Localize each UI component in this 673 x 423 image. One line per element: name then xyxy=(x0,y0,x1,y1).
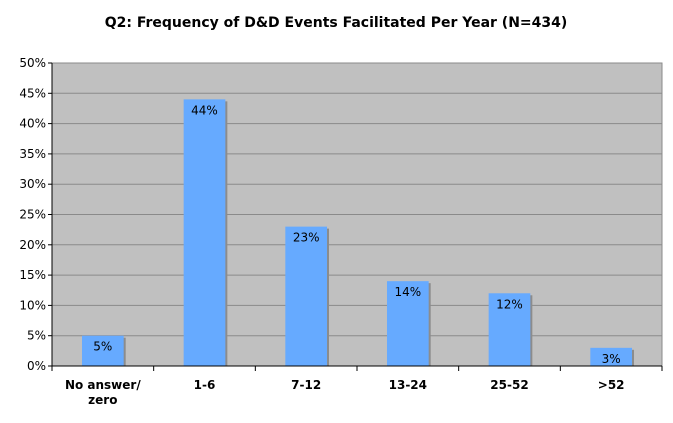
y-tick-label: 50% xyxy=(19,56,46,70)
y-tick-label: 40% xyxy=(19,117,46,131)
bars xyxy=(81,99,635,367)
data-label: 5% xyxy=(93,340,112,354)
y-tick-label: 5% xyxy=(27,329,46,343)
bar xyxy=(183,99,226,367)
y-axis-ticks: 0% 5% 10% 15% 20% 25% 30% 35% 40% 45% 50% xyxy=(19,56,52,373)
data-label: 23% xyxy=(293,231,320,245)
data-label: 14% xyxy=(394,285,421,299)
data-label: 3% xyxy=(602,352,621,366)
x-tick-label: 25-52 xyxy=(490,378,528,392)
y-tick-label: 45% xyxy=(19,86,46,100)
gridlines xyxy=(52,62,662,337)
x-tick-label: 1-6 xyxy=(194,378,216,392)
y-tick-label: 15% xyxy=(19,268,46,282)
y-tick-label: 35% xyxy=(19,147,46,161)
chart-title: Q2: Frequency of D&D Events Facilitated … xyxy=(105,15,568,31)
x-tick-label: >52 xyxy=(598,378,625,392)
x-tick-label: No answer/zero xyxy=(65,378,141,407)
bar xyxy=(590,347,633,366)
x-tick-label: 13-24 xyxy=(389,378,427,392)
y-tick-label: 20% xyxy=(19,238,46,252)
y-tick-label: 10% xyxy=(19,298,46,312)
data-label: 12% xyxy=(496,297,523,311)
bar xyxy=(81,335,124,366)
bar xyxy=(488,293,531,366)
x-tick-label: 7-12 xyxy=(291,378,321,392)
y-tick-label: 25% xyxy=(19,208,46,222)
bar xyxy=(386,281,429,366)
data-labels: 5% 44% 23% 14% 12% 3% xyxy=(93,103,620,365)
x-axis-ticks: No answer/zero 1-6 7-12 13-24 25-52 >52 xyxy=(51,366,663,407)
bar xyxy=(285,226,328,366)
y-tick-label: 30% xyxy=(19,177,46,191)
y-tick-label: 0% xyxy=(27,359,46,373)
data-label: 44% xyxy=(191,103,218,117)
